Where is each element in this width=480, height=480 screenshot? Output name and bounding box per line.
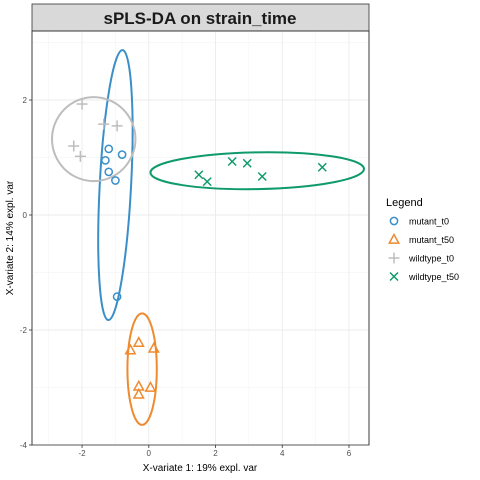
y-tick-label: 2 — [23, 96, 28, 105]
y-axis-title: X-variate 2: 14% expl. var — [5, 180, 16, 295]
x-tick-label: 4 — [280, 449, 285, 458]
point-mutant-t50 — [144, 380, 157, 392]
y-tick-label: 0 — [23, 211, 28, 220]
point-mutant-t0 — [101, 156, 110, 165]
axis-ticks: -2 0 2 4 6 -4 -2 0 2 — [20, 96, 352, 458]
point-wildtype-t0 — [111, 120, 123, 132]
y-tick-label: -2 — [20, 326, 28, 335]
legend-key-triangle — [387, 232, 401, 244]
legend-title: Legend — [386, 197, 423, 209]
legend-key-x — [389, 271, 399, 282]
point-wildtype-t50 — [194, 170, 204, 180]
point-mutant-t50 — [147, 341, 160, 353]
y-tick-label: -4 — [20, 441, 28, 450]
legend-key-circle — [389, 216, 399, 226]
x-tick-label: 0 — [147, 449, 152, 458]
x-axis-title: X-variate 1: 19% expl. var — [143, 463, 258, 474]
legend-item-mutant-t50: mutant_t50 — [387, 232, 454, 245]
point-wildtype-t0 — [76, 98, 88, 110]
point-mutant-t0 — [104, 167, 114, 177]
ellipse-mutant-t50 — [126, 312, 158, 426]
point-mutant-t0 — [117, 150, 127, 159]
point-mutant-t0 — [112, 292, 122, 301]
point-wildtype-t50 — [317, 162, 327, 172]
point-mutant-t50 — [132, 336, 145, 347]
legend-label: mutant_t0 — [409, 217, 449, 227]
ellipse-wildtype-t50 — [149, 151, 365, 191]
legend-key-plus — [388, 252, 400, 264]
legend-item-wildtype-t0: wildtype_t0 — [388, 252, 454, 264]
legend: Legend mutant_t0 mutant_t50 wildtype_t0wil… — [386, 197, 459, 282]
legend-label: wildtype_t0 — [408, 254, 454, 264]
legend-label: wildtype_t50 — [408, 272, 459, 282]
point-wildtype-t50 — [257, 171, 267, 182]
point-mutant-t0 — [111, 176, 120, 185]
legend-item-mutant-t0: mutant_t0 — [389, 216, 449, 227]
x-tick-label: -2 — [78, 449, 86, 458]
point-mutant-t50 — [132, 387, 145, 399]
ellipse-mutant-t0 — [97, 49, 134, 322]
data-points — [68, 98, 327, 399]
point-wildtype-t50 — [202, 177, 212, 187]
point-mutant-t50 — [124, 343, 137, 355]
title-strip — [31, 3, 370, 32]
point-wildtype-t0 — [74, 150, 86, 162]
plot-panel — [31, 30, 370, 446]
legend-label: mutant_t50 — [409, 235, 454, 245]
panel-border — [31, 30, 370, 446]
chart-title: sPLS-DA on strain_time — [103, 9, 296, 28]
point-wildtype-t50 — [227, 156, 237, 167]
x-tick-label: 2 — [213, 449, 218, 458]
point-wildtype-t0 — [98, 118, 110, 130]
legend-item-wildtype-t50: wildtype_t50 — [389, 271, 459, 282]
point-mutant-t0 — [104, 144, 114, 154]
point-wildtype-t50 — [242, 158, 252, 168]
x-tick-label: 6 — [347, 449, 352, 458]
ellipse-wildtype-t0 — [51, 96, 137, 183]
point-wildtype-t0 — [68, 140, 80, 152]
confidence-ellipses — [51, 49, 365, 426]
